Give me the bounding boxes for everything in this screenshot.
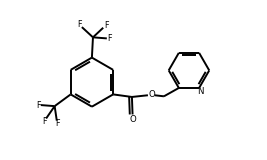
Text: F: F [104,21,108,30]
Text: N: N [197,87,203,96]
Text: F: F [77,20,81,29]
Text: F: F [42,117,47,126]
Text: F: F [108,34,112,43]
Text: O: O [129,115,136,124]
Text: O: O [148,90,155,99]
Text: F: F [56,119,60,128]
Text: F: F [36,101,40,110]
